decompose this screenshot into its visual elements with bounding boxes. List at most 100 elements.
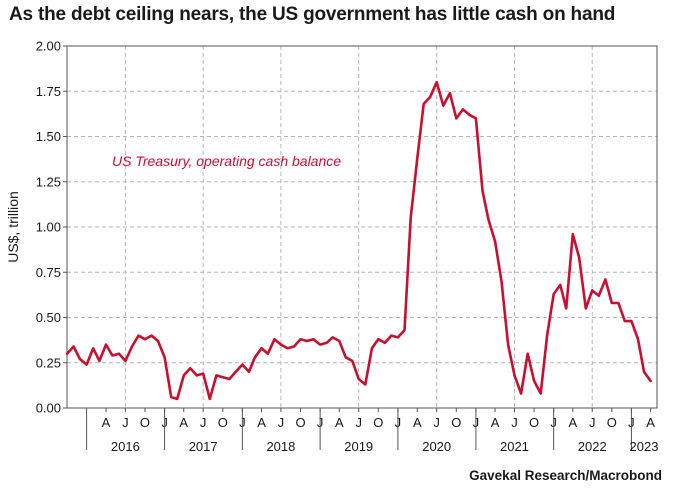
x-tick-label: A xyxy=(179,415,188,430)
data-point xyxy=(241,363,244,366)
data-point xyxy=(571,233,574,236)
data-point xyxy=(357,378,360,380)
data-point xyxy=(507,343,509,346)
data-point xyxy=(462,108,464,111)
data-point xyxy=(539,392,542,395)
data-point xyxy=(533,380,535,382)
data-point xyxy=(331,336,334,339)
x-tick-label: A xyxy=(569,415,578,430)
data-point xyxy=(202,372,205,375)
x-tick-label: O xyxy=(218,415,228,430)
data-point xyxy=(189,367,192,370)
y-tick-label: 2.00 xyxy=(36,39,61,54)
x-tick-label: O xyxy=(529,415,539,430)
data-point xyxy=(494,240,496,243)
data-point xyxy=(195,374,198,377)
year-label: 2016 xyxy=(111,439,140,454)
x-tick-label: A xyxy=(646,415,655,430)
data-point xyxy=(546,334,548,337)
data-point xyxy=(286,347,289,350)
data-point xyxy=(591,289,594,292)
data-point xyxy=(280,343,282,346)
data-point xyxy=(390,334,393,337)
data-point xyxy=(649,380,652,382)
data-point xyxy=(293,345,295,348)
year-label: 2020 xyxy=(422,439,451,454)
data-point xyxy=(397,336,399,339)
y-tick-label: 0.25 xyxy=(36,355,61,370)
data-point xyxy=(481,189,484,192)
data-point xyxy=(267,352,269,355)
data-point xyxy=(215,374,218,377)
data-point xyxy=(79,358,81,360)
data-point xyxy=(565,307,568,310)
data-point xyxy=(487,218,490,221)
x-axis-ticks: AJOJAJOJAJOJAJOJAJOJAJOJAJOJA20162017201… xyxy=(86,408,658,454)
x-tick-label: J xyxy=(355,415,362,430)
data-point xyxy=(248,370,250,373)
y-tick-label: 1.50 xyxy=(36,129,61,144)
data-point xyxy=(182,374,185,377)
x-tick-label: J xyxy=(511,415,518,430)
data-point xyxy=(403,329,406,332)
y-tick-label: 1.25 xyxy=(36,174,61,189)
data-point xyxy=(384,341,386,344)
data-point xyxy=(442,104,445,107)
data-point xyxy=(643,370,645,373)
x-tick-label: J xyxy=(589,415,596,430)
data-point xyxy=(584,307,587,310)
data-point xyxy=(623,320,626,322)
y-axis-label: US$, trillion xyxy=(5,191,21,263)
chart-title: As the debt ceiling nears, the US govern… xyxy=(9,4,616,25)
data-point xyxy=(325,341,328,344)
x-tick-label: O xyxy=(607,415,617,430)
data-point xyxy=(105,343,107,346)
data-point xyxy=(597,294,600,297)
data-point xyxy=(371,347,373,350)
x-tick-label: A xyxy=(491,415,500,430)
data-point xyxy=(208,398,211,400)
data-point xyxy=(617,302,620,304)
data-point xyxy=(520,392,522,395)
data-point xyxy=(364,383,367,386)
data-point xyxy=(559,284,562,286)
data-point xyxy=(422,103,425,105)
x-tick-label: O xyxy=(451,415,461,430)
data-point xyxy=(429,95,432,98)
y-tick-label: 1.00 xyxy=(36,220,61,235)
data-point xyxy=(312,338,315,341)
x-tick-label: A xyxy=(102,415,111,430)
data-point xyxy=(170,396,173,398)
x-tick-label: A xyxy=(335,415,344,430)
data-point xyxy=(455,117,458,120)
year-label: 2021 xyxy=(500,439,529,454)
data-point xyxy=(630,320,633,322)
data-point xyxy=(475,117,477,120)
y-tick-label: 0.00 xyxy=(36,401,61,416)
x-tick-label: O xyxy=(373,415,383,430)
data-point xyxy=(150,334,153,337)
year-label: 2018 xyxy=(266,439,295,454)
data-point xyxy=(526,352,529,355)
data-point xyxy=(273,338,276,341)
data-point xyxy=(377,338,380,341)
data-point xyxy=(468,113,471,116)
data-point xyxy=(306,340,308,342)
x-tick-label: A xyxy=(413,415,422,430)
data-point xyxy=(513,374,516,377)
year-label: 2017 xyxy=(189,439,218,454)
data-point xyxy=(319,343,321,346)
data-point xyxy=(610,302,613,304)
data-point xyxy=(344,356,347,359)
x-tick-label: J xyxy=(433,415,440,430)
data-point xyxy=(578,256,581,259)
grid-lines xyxy=(67,46,657,408)
y-tick-label: 0.75 xyxy=(36,265,61,280)
year-label: 2019 xyxy=(344,439,373,454)
x-tick-label: J xyxy=(278,415,285,430)
data-point xyxy=(221,376,224,379)
year-label: 2022 xyxy=(578,439,607,454)
data-point xyxy=(92,347,95,350)
series-line xyxy=(65,80,652,401)
